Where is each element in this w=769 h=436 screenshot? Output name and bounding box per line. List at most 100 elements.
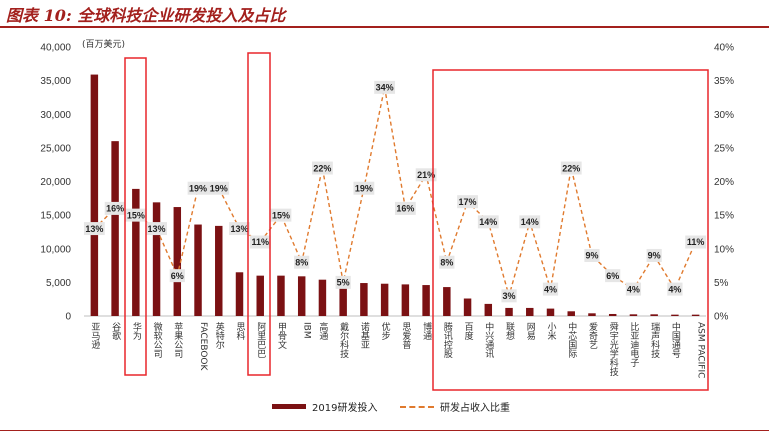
legend-line-label: 研发占收入比重 [440,403,510,414]
bar [215,225,223,316]
bar [567,311,575,316]
data-label-bg [415,168,437,182]
y-right-tick-label: 20% [714,177,734,188]
legend-item-line: 研发占收入比重 [400,399,510,414]
data-label: 14% [521,217,539,227]
data-label: 22% [562,163,580,173]
bar [277,275,285,316]
highlight-boxes [124,52,709,391]
x-tick-label: 诺基亚 [359,322,370,349]
x-tick-label: 中国通号 [670,321,681,359]
x-tick-label: FACEBOOK [198,322,208,372]
y-left-tick-label: 30,000 [40,110,71,121]
line-series [93,87,697,299]
y-right-tick-label: 10% [714,244,734,255]
y-right-tick-label: 40% [714,43,734,54]
data-label-bg [169,269,185,283]
y-left-axis: 0 5,000 10,000 15,000 20,000 25,000 30,000 35,0… [40,43,71,323]
bar [194,224,202,316]
data-label-bg [605,269,621,283]
bar [380,283,389,316]
data-label-bg [374,80,396,94]
data-label-bg [542,282,559,296]
bar [318,279,327,316]
data-label: 9% [585,251,598,261]
legend-bar-swatch [272,404,306,409]
bar [505,307,513,316]
data-label-bg [685,235,707,249]
x-tick-label: 中芯国际 [566,321,577,359]
data-label: 21% [417,170,435,180]
data-label: 13% [85,224,103,234]
highlight-box [124,57,147,376]
bar [132,188,140,316]
y-left-unit-label: (百万美元) [82,38,125,50]
data-label: 17% [459,197,477,207]
data-label-bg [335,275,351,289]
data-label: 3% [503,291,516,301]
bar [484,303,493,316]
y-right-tick-label: 30% [714,110,734,121]
x-tick-label: 百度 [463,322,474,341]
y-left-tick-label: 35,000 [40,76,71,87]
x-tick-label: 思爱普 [400,322,411,349]
highlight-box [247,52,271,376]
legend-line-swatch [400,405,434,408]
y-right-tick-label: 5% [714,278,729,289]
data-label-bg [294,255,310,269]
data-label-bg [208,181,230,195]
bar [339,285,347,316]
x-tick-label: 爱奇艺 [587,322,598,349]
bar [588,313,596,316]
data-label: 8% [440,257,453,267]
data-label: 6% [171,271,184,281]
data-label: 16% [106,204,124,214]
data-label-bg [249,235,271,249]
data-label-bg [519,215,541,229]
data-label-bg [83,222,105,236]
x-tick-label: 博通 [421,321,432,341]
x-tick-label: 亚马逊 [89,322,100,350]
x-tick-label: 比亚迪电子 [628,321,639,367]
bar [650,314,658,316]
x-tick-label: 中兴通讯 [483,321,494,359]
y-left-tick-label: 5,000 [46,278,71,289]
bar [401,284,410,316]
x-tick-label: 阿里巴巴 [255,322,266,358]
x-tick-label: ASM PACIFIC [696,322,706,378]
title-rule [0,26,769,28]
bar [691,314,700,316]
data-label: 14% [479,217,497,227]
y-left-tick-label: 40,000 [40,43,71,54]
bar [297,276,306,316]
bar [526,307,534,316]
data-label-bg [394,201,416,215]
x-tick-label: 腾讯控股 [442,321,453,359]
highlight-box [432,69,709,391]
data-label-bg [270,208,292,222]
data-label: 4% [544,284,557,294]
x-tick-label: 优步 [380,321,391,341]
data-label-bg [457,195,478,209]
data-label-bg [646,248,662,262]
bar [360,283,368,316]
bar [173,207,182,316]
y-right-tick-label: 0% [714,312,729,323]
data-label: 8% [295,257,308,267]
data-label: 6% [606,271,619,281]
data-label-bg [125,208,147,222]
data-label: 19% [210,183,228,193]
x-tick-label: 网易 [525,322,536,341]
legend-bar-label: 2019研发投入 [312,403,378,414]
data-label-bg [477,215,499,229]
y-left-tick-label: 20,000 [40,177,71,188]
x-tick-label: 小米 [546,322,557,341]
bar [422,285,430,316]
bar [235,272,244,316]
data-label-bg [625,282,642,296]
x-tick-label: 微软公司 [152,321,163,358]
data-label: 22% [313,163,331,173]
x-tick-label: 苹果公司 [172,321,183,358]
data-label-bg [312,161,333,175]
x-tick-label: IBM [302,322,312,339]
